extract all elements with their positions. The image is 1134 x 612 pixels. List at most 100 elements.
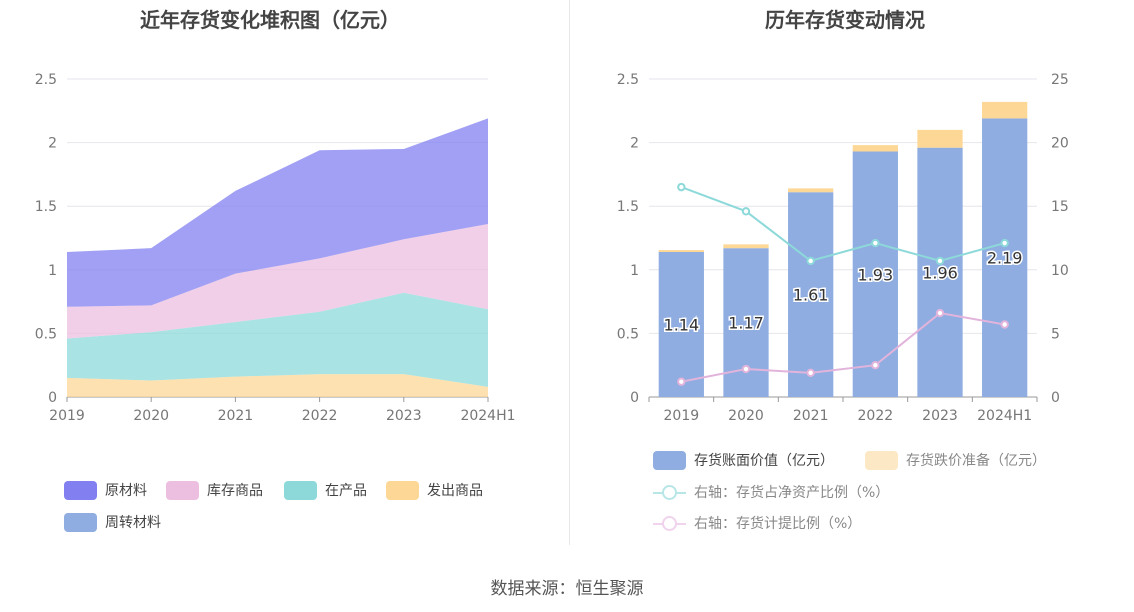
legend-label: 存货账面价值（亿元） [694, 453, 834, 469]
y-tick-label: 1.5 [35, 199, 57, 215]
x-tick-label: 2024H1 [460, 408, 515, 424]
legend-swatch [64, 512, 97, 532]
line-point[interactable] [741, 364, 751, 374]
legend-swatch [64, 480, 97, 500]
bar-value-halo: 1.61 [793, 286, 829, 305]
panel-divider [569, 0, 570, 545]
bar-book-value[interactable] [658, 251, 704, 397]
y-tick-label: 2 [48, 136, 57, 152]
y-tick-label: 0 [48, 390, 57, 406]
legend-swatch [865, 450, 898, 470]
legend-swatch [166, 480, 199, 500]
x-tick-label: 2021 [218, 408, 254, 424]
legend-label: 发出商品 [427, 483, 483, 499]
x-tick-label: 2021 [793, 408, 829, 424]
bar-book-value[interactable] [917, 147, 963, 397]
legend-item-turnover-material[interactable]: 周转材料 [64, 512, 161, 532]
bar-value-label: 1.93 [858, 265, 894, 284]
legend-label: 周转材料 [105, 515, 161, 531]
bar-value-halo: 2.19 [987, 249, 1023, 268]
legend-label: 库存商品 [207, 483, 263, 499]
bar-book-value[interactable] [788, 192, 834, 397]
bar-value-halo: 1.14 [664, 315, 700, 334]
legend-item-stock-goods[interactable]: 库存商品 [166, 480, 263, 500]
y2-tick-label: 15 [1051, 199, 1069, 215]
bar-chart-title: 历年存货变动情况 [765, 8, 925, 32]
bar-chart-panel: 历年存货变动情况 1.14 1.14 1.17 1.17 1.61 1.61 1.93 1.9… [570, 0, 1134, 460]
line-point[interactable] [677, 377, 686, 386]
bar-value-label: 1.17 [728, 314, 764, 333]
area-chart-panel: 近年存货变化堆积图（亿元） 0 0.5 1 1.5 2 2.5 2019 2020 2021 2… [0, 0, 569, 460]
bar-impairment[interactable] [658, 250, 704, 252]
bar-value-label: 1.96 [922, 263, 958, 282]
x-tick-label: 2020 [133, 408, 169, 424]
y-tick-label: 1 [48, 263, 57, 279]
legend-item-net-asset-ratio[interactable]: 右轴：存货占净资产比例（%） [653, 482, 889, 502]
data-source-note: 数据来源：恒生聚源 [490, 579, 644, 599]
bar-chart: 历年存货变动情况 1.141.14 1.171.171.611.611.931.9… [617, 8, 1069, 424]
bar-impairment[interactable] [982, 101, 1028, 119]
line-provision-ratio[interactable] [681, 311, 1005, 383]
legend-label: 右轴：存货计提比例（%） [694, 516, 862, 532]
line-point[interactable] [871, 238, 880, 248]
legend-item-raw-material[interactable]: 原材料 [64, 480, 147, 500]
line-point[interactable] [741, 207, 751, 216]
y2-tick-label: 20 [1051, 136, 1069, 152]
bar-value-halo: 1.96 [922, 263, 958, 282]
legend-label: 存货跌价准备（亿元） [906, 453, 1046, 469]
line-point[interactable] [1000, 238, 1009, 248]
line-point[interactable] [806, 368, 815, 378]
legend-item-impairment[interactable]: 存货跌价准备（亿元） [865, 450, 1046, 470]
bar-impairment[interactable] [852, 145, 898, 152]
line-point[interactable] [871, 361, 880, 370]
x-tick-label: 2024H1 [977, 408, 1032, 424]
y2-tick-label: 5 [1051, 326, 1060, 342]
bar-book-value[interactable] [852, 151, 898, 397]
legend-swatch [653, 450, 686, 470]
y-tick-label: 0.5 [35, 326, 57, 342]
legend-item-provision-ratio[interactable]: 右轴：存货计提比例（%） [653, 513, 861, 533]
legend-label: 在产品 [325, 483, 367, 499]
y-tick-label: 0.5 [617, 326, 639, 342]
legend-item-wip[interactable]: 在产品 [284, 480, 367, 500]
area-series-原材料[interactable] [67, 118, 488, 307]
bar-book-value[interactable] [982, 118, 1028, 397]
bar-value-halo: 1.17 [728, 314, 764, 333]
x-tick-label: 2019 [49, 408, 85, 424]
y-tick-label: 1 [630, 263, 639, 279]
area-series-发出商品[interactable] [67, 374, 488, 397]
x-tick-label: 2020 [728, 408, 764, 424]
bar-value-label: 1.14 [664, 315, 700, 334]
y2-tick-label: 25 [1051, 72, 1069, 88]
bar-value-label: 1.61 [793, 286, 829, 305]
area-chart: 近年存货变化堆积图（亿元） 0 0.5 1 1.5 2 2.5 2019 2020 2021 2… [35, 8, 516, 424]
y2-tick-label: 0 [1051, 390, 1060, 406]
area-series-库存商品[interactable] [67, 224, 488, 339]
area-chart-title: 近年存货变化堆积图（亿元） [140, 8, 400, 32]
line-point[interactable] [935, 308, 945, 318]
bar-impairment[interactable] [917, 129, 963, 148]
legend-line-swatch [653, 483, 686, 502]
line-net-asset-ratio[interactable] [680, 186, 1005, 262]
line-point[interactable] [806, 256, 815, 266]
x-tick-label: 2023 [386, 408, 422, 424]
line-point[interactable] [935, 256, 945, 266]
y2-tick-label: 10 [1051, 263, 1069, 279]
y-tick-label: 1.5 [617, 199, 639, 215]
line-point[interactable] [1000, 320, 1009, 329]
bar-impairment[interactable] [788, 188, 834, 193]
x-tick-label: 2019 [664, 408, 700, 424]
legend-swatch [284, 480, 317, 500]
bar-value-halo: 1.93 [858, 265, 894, 284]
y-tick-label: 2 [630, 136, 639, 152]
legend-item-shipped-goods[interactable]: 发出商品 [386, 480, 483, 500]
line-point[interactable] [677, 182, 686, 192]
legend-item-book-value[interactable]: 存货账面价值（亿元） [653, 450, 834, 470]
bar-impairment[interactable] [723, 244, 769, 249]
legend-line-swatch [653, 514, 686, 533]
bar-value-label: 2.19 [987, 249, 1023, 268]
area-legend: 原材料 库存商品 在产品 发出商品 周转材料 [0, 0, 569, 545]
area-series-在产品[interactable] [67, 292, 488, 387]
bar-legend: 存货账面价值（亿元） 存货跌价准备（亿元） 右轴：存货占净资产比例（%） 右轴：… [570, 0, 1134, 545]
legend-label: 右轴：存货占净资产比例（%） [694, 485, 890, 501]
